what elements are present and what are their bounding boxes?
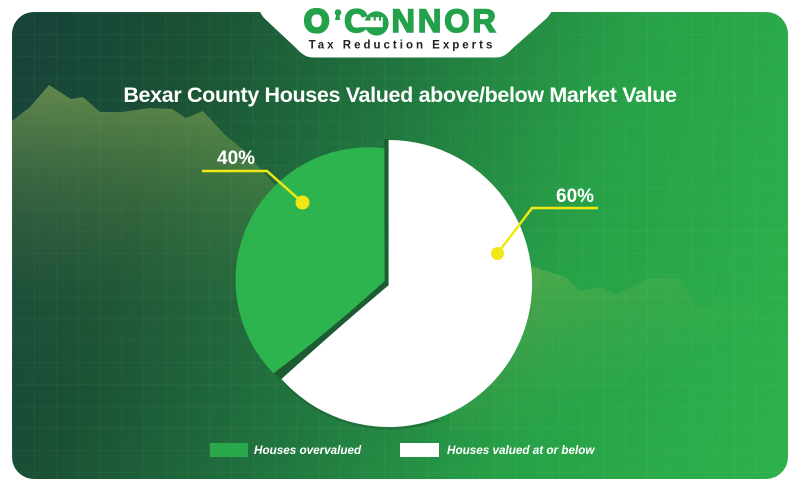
svg-text:Tax Reduction Experts: Tax Reduction Experts: [309, 39, 496, 51]
svg-text:O: O: [304, 3, 329, 39]
svg-text:NNOR: NNOR: [392, 3, 499, 39]
